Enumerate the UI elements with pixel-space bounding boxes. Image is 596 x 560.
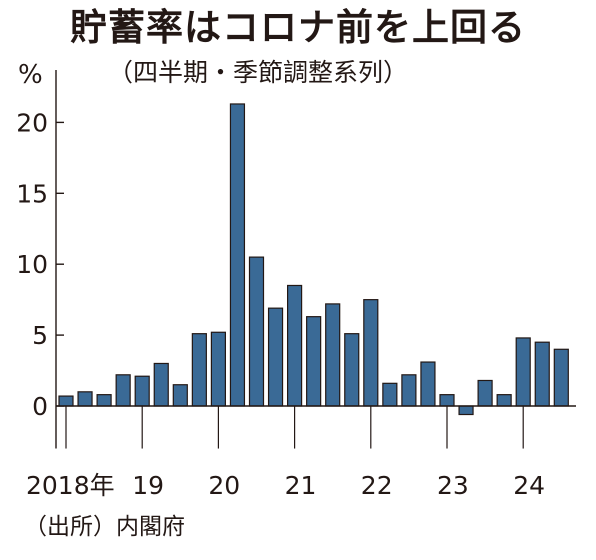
bar-2023Q3 — [477, 379, 493, 407]
x-axis: 2018年 19 20 21 22 23 24 — [26, 405, 576, 500]
bar-2022Q3 — [401, 374, 417, 407]
y-tick-label: 20 — [16, 108, 48, 137]
bar-2019Q1 — [134, 375, 150, 407]
bar-2024Q2 — [534, 341, 550, 407]
bar-2022Q4 — [420, 361, 436, 407]
x-tick-label: 2018年 — [26, 471, 115, 500]
bar-2019Q4 — [191, 333, 207, 407]
x-tick-label: 19 — [132, 471, 164, 500]
x-tick-label: 24 — [513, 471, 545, 500]
y-tick-label: 15 — [16, 179, 48, 208]
bar-2022Q1 — [363, 299, 379, 407]
bar-2023Q2 — [458, 405, 474, 416]
bar-2020Q1 — [210, 331, 226, 407]
chart-title: 貯蓄率はコロナ前を上回る — [70, 6, 526, 49]
bar-2024Q1 — [515, 337, 531, 407]
source-note: （出所）内閣府 — [24, 514, 185, 540]
bar-2019Q3 — [172, 384, 188, 407]
bar-2020Q2 — [229, 103, 246, 407]
bar-2018Q3 — [96, 394, 112, 407]
bar-2018Q1 — [58, 395, 74, 407]
bar-2020Q3 — [248, 256, 265, 407]
x-tick-label: 20 — [208, 471, 240, 500]
y-tick-label: 0 — [32, 392, 48, 421]
bar-2021Q1 — [287, 284, 303, 407]
bar-2021Q2 — [306, 316, 322, 407]
y-axis-unit: % — [18, 60, 43, 90]
bar-2023Q1 — [439, 394, 455, 407]
bars — [58, 103, 569, 416]
bar-2018Q2 — [77, 391, 93, 407]
x-tick-label: 23 — [437, 471, 469, 500]
bar-2023Q4 — [496, 394, 512, 407]
chart-subtitle: （四半期・季節調整系列） — [108, 58, 409, 87]
bar-2024Q3 — [553, 348, 569, 407]
bar-2020Q4 — [267, 307, 284, 407]
bar-2019Q2 — [153, 362, 169, 407]
y-tick-label: 5 — [32, 321, 48, 350]
y-tick-label: 10 — [16, 250, 48, 279]
y-axis: 0 5 10 15 20 — [16, 70, 64, 449]
bar-2022Q2 — [382, 382, 398, 407]
x-tick-label: 22 — [361, 471, 393, 500]
bar-2018Q4 — [115, 374, 131, 407]
bar-2021Q3 — [325, 303, 341, 407]
x-tick-label: 21 — [285, 471, 317, 500]
bar-2021Q4 — [344, 333, 360, 407]
